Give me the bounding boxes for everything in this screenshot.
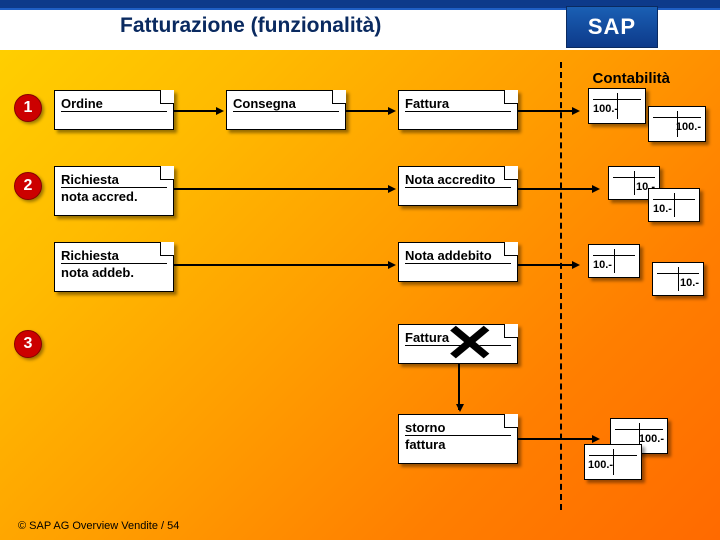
doc-storno-l2: fattura [405, 437, 445, 452]
step-badge-1: 1 [14, 94, 42, 122]
doc-fattura-1-label: Fattura [405, 96, 449, 111]
step-number-3: 3 [24, 335, 33, 353]
t-account-1a-value: 100.- [593, 103, 618, 115]
doc-richiesta-addeb: Richiesta nota addeb. [54, 242, 174, 292]
t-account-2d: 10.- [652, 262, 704, 296]
slide-root: Fatturazione (funzionalità) SAP Contabil… [0, 0, 720, 540]
doc-nota-addebito: Nota addebito [398, 242, 518, 282]
t-account-1b: 100.- [648, 106, 706, 142]
t-account-1a: 100.- [588, 88, 646, 124]
doc-nota-addebito-label: Nota addebito [405, 248, 492, 263]
subtitle-contabilita: Contabilità [593, 70, 671, 87]
arrow-richadd-notaadd [174, 264, 394, 266]
doc-richiesta-accred: Richiesta nota accred. [54, 166, 174, 216]
t-account-3b-value: 100.- [588, 459, 613, 471]
arrow-notaadd-acc [518, 264, 578, 266]
t-account-3a-value: 100.- [639, 433, 664, 445]
doc-richiesta-accred-l2: nota accred. [61, 189, 138, 204]
t-account-3b: 100.- [584, 444, 642, 480]
t-account-2b-value: 10.- [653, 203, 672, 215]
t-account-2b: 10.- [648, 188, 700, 222]
arrow-ordine-consegna [174, 110, 222, 112]
doc-ordine-label: Ordine [61, 96, 103, 111]
doc-richiesta-accred-l1: Richiesta [61, 172, 119, 187]
arrow-consegna-fattura [346, 110, 394, 112]
t-account-2c-value: 10.- [593, 259, 612, 271]
step-badge-3: 3 [14, 330, 42, 358]
doc-nota-accredito: Nota accredito [398, 166, 518, 206]
doc-storno-fattura: storno fattura [398, 414, 518, 464]
doc-fattura-1: Fattura [398, 90, 518, 130]
step-number-2: 2 [24, 177, 33, 195]
doc-fattura-3-label: Fattura [405, 330, 449, 345]
arrow-richacc-notaacc [174, 188, 394, 190]
footer-copyright: © SAP AG Overview Vendite / 54 [18, 520, 179, 532]
doc-ordine: Ordine [54, 90, 174, 130]
cancel-x-icon: ✕ [444, 314, 496, 374]
step-badge-2: 2 [14, 172, 42, 200]
dashed-divider [560, 62, 562, 510]
slide-title: Fatturazione (funzionalità) [120, 14, 381, 38]
arrow-fattura-acc1 [518, 110, 578, 112]
arrow-storno-acc [518, 438, 598, 440]
doc-richiesta-addeb-l2: nota addeb. [61, 265, 134, 280]
t-account-2d-value: 10.- [680, 277, 699, 289]
doc-storno-l1: storno [405, 420, 445, 435]
doc-consegna-label: Consegna [233, 96, 296, 111]
sap-logo: SAP [566, 6, 658, 48]
doc-richiesta-addeb-l1: Richiesta [61, 248, 119, 263]
t-account-1b-value: 100.- [676, 121, 701, 133]
t-account-2c: 10.- [588, 244, 640, 278]
doc-consegna: Consegna [226, 90, 346, 130]
arrow-notaacc-acc [518, 188, 598, 190]
arrow-fattura-storno [458, 364, 460, 410]
doc-nota-accredito-label: Nota accredito [405, 172, 495, 187]
step-number-1: 1 [24, 99, 33, 117]
